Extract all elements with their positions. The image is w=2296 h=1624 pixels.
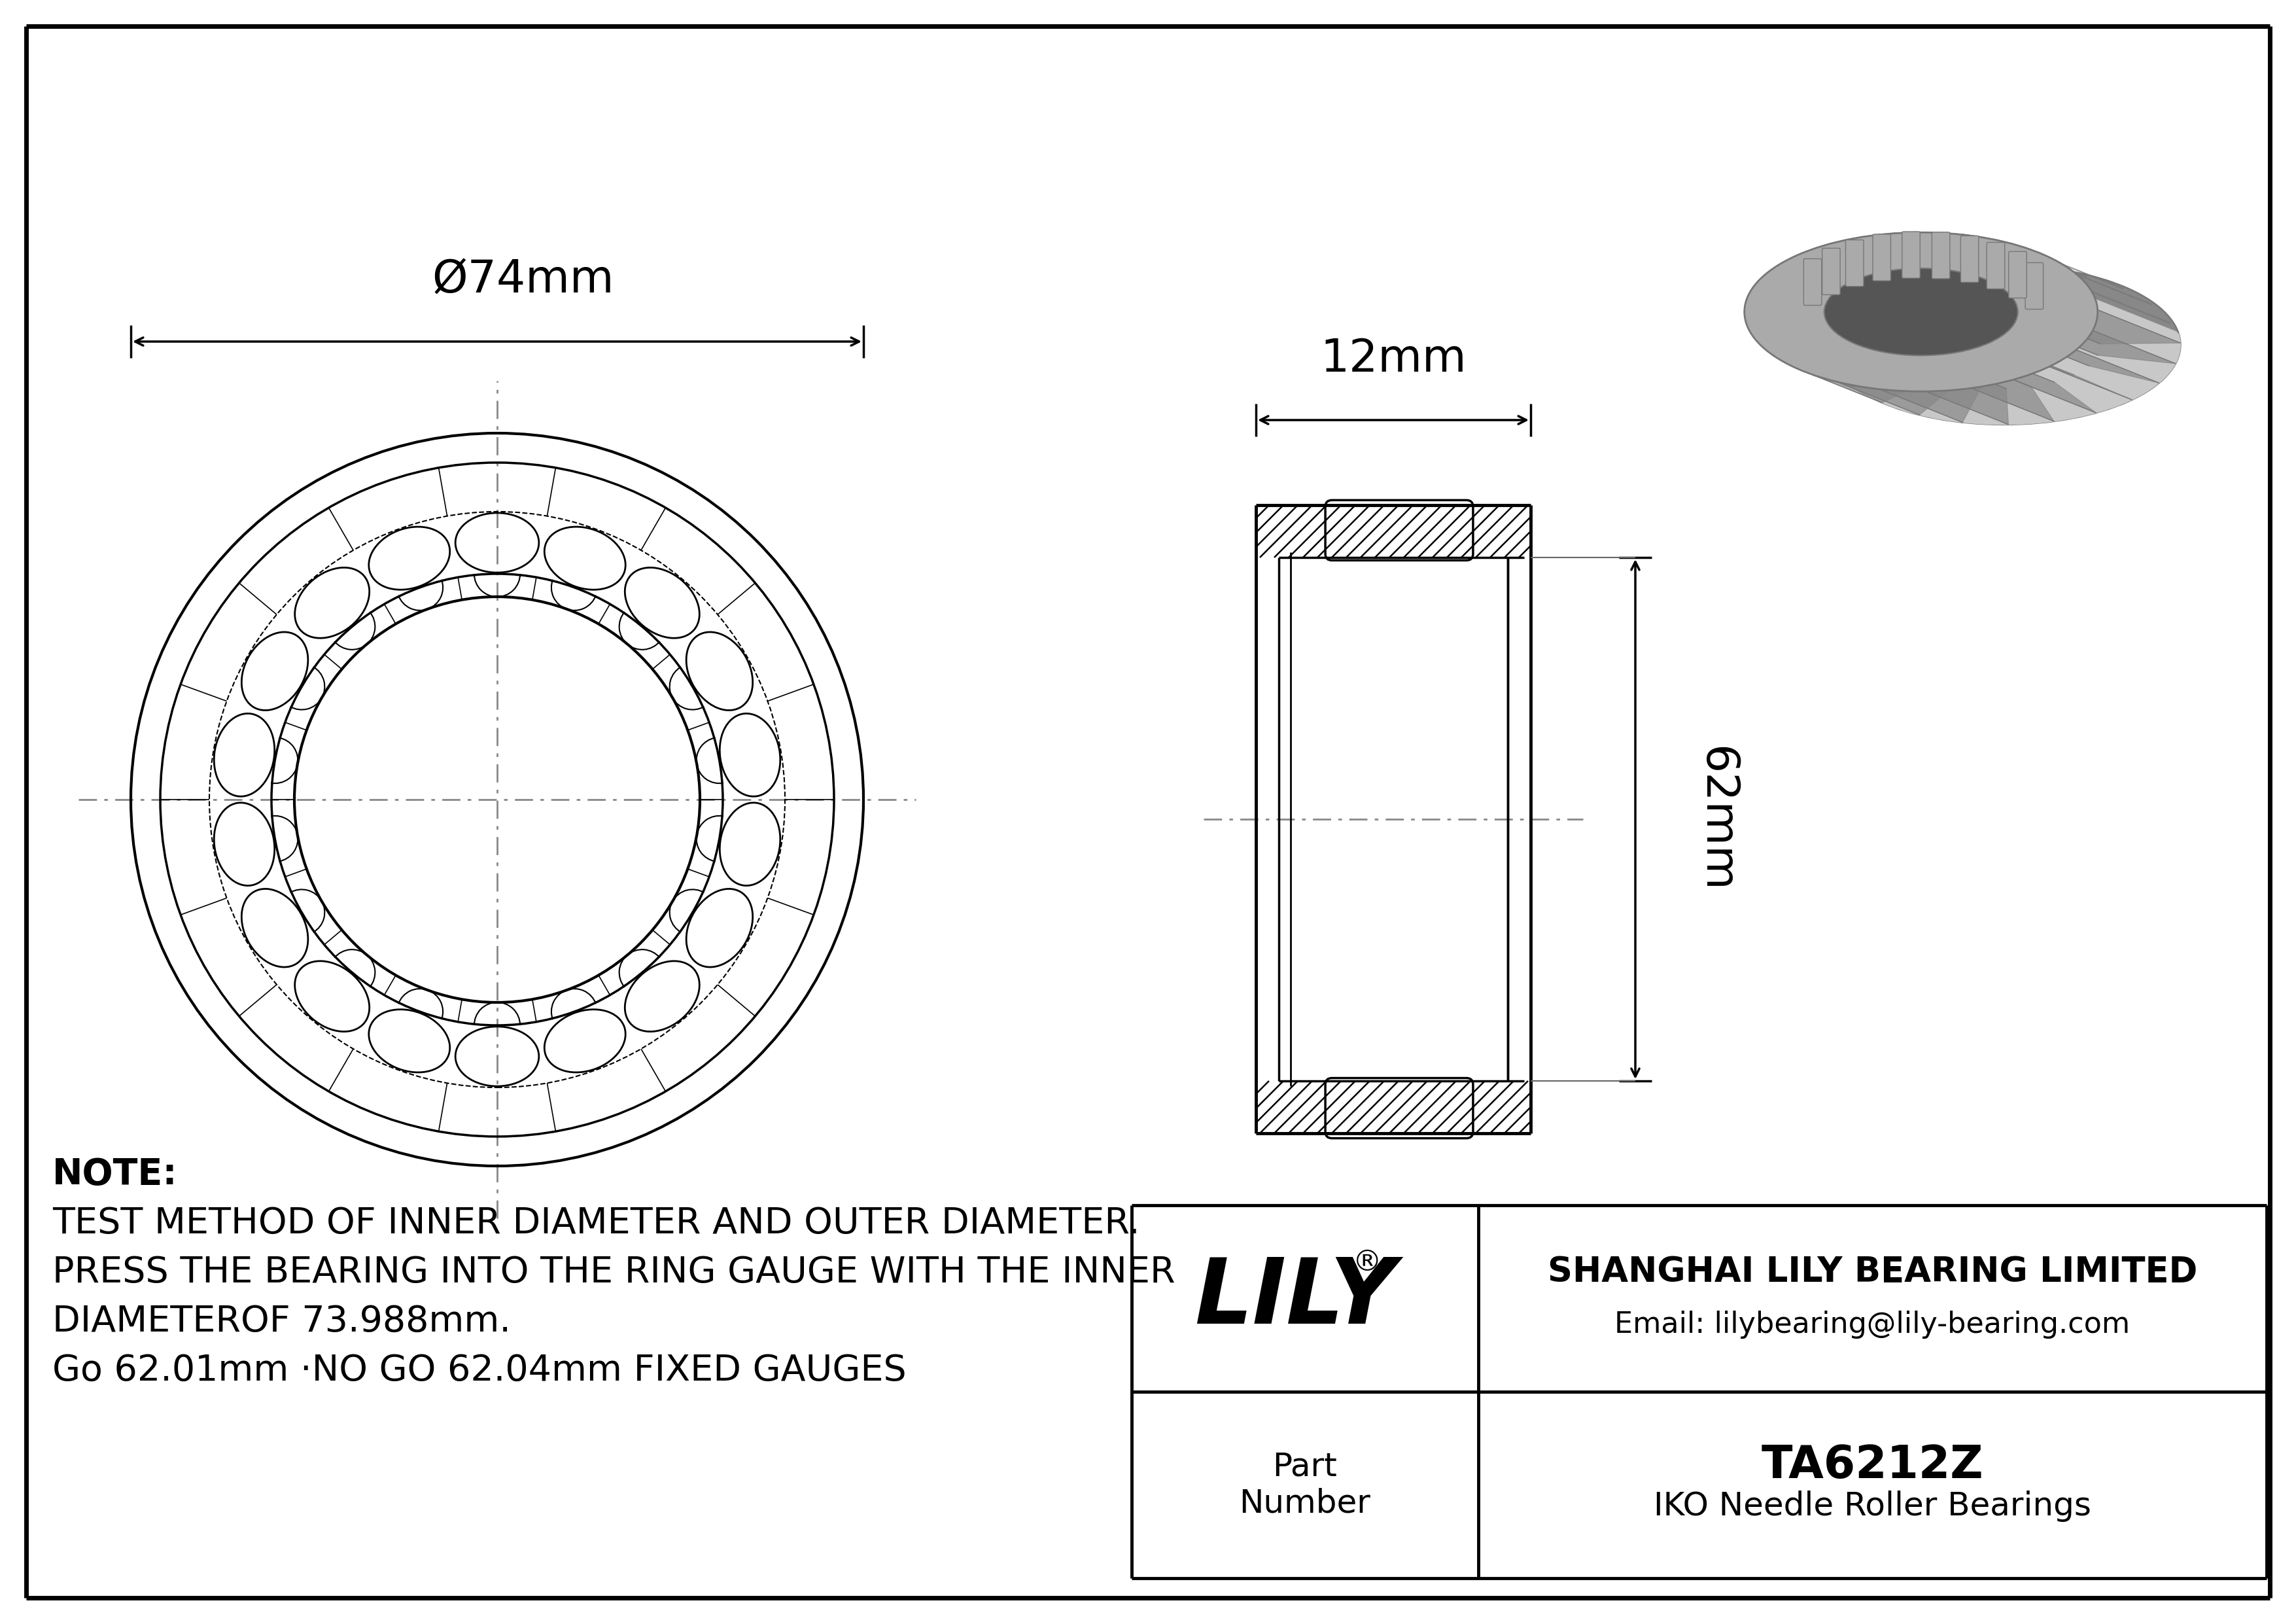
Polygon shape (1991, 343, 2133, 400)
Polygon shape (1747, 299, 2181, 424)
Polygon shape (1752, 325, 1910, 367)
Text: Ø74mm: Ø74mm (432, 258, 615, 302)
Text: 62mm: 62mm (1694, 745, 1738, 893)
Text: PRESS THE BEARING INTO THE RING GAUGE WITH THE INNER: PRESS THE BEARING INTO THE RING GAUGE WI… (53, 1255, 1176, 1291)
Polygon shape (2016, 322, 2177, 364)
Text: TA6212Z: TA6212Z (1761, 1444, 1984, 1488)
Text: NOTE:: NOTE: (53, 1156, 177, 1192)
FancyBboxPatch shape (1874, 234, 1890, 281)
Polygon shape (1949, 354, 2055, 421)
Polygon shape (1924, 356, 2009, 424)
Polygon shape (1770, 335, 1922, 387)
FancyBboxPatch shape (1986, 242, 2004, 289)
Text: Part: Part (1272, 1450, 1336, 1483)
Ellipse shape (1825, 268, 2018, 356)
Text: DIAMETEROF 73.988mm.: DIAMETEROF 73.988mm. (53, 1304, 512, 1340)
Polygon shape (1800, 344, 1938, 403)
FancyBboxPatch shape (1961, 235, 1979, 283)
Polygon shape (2018, 310, 2181, 344)
Text: IKO Needle Roller Bearings: IKO Needle Roller Bearings (1653, 1491, 2092, 1522)
Text: Number: Number (1240, 1488, 1371, 1518)
Text: LILY: LILY (1194, 1254, 1396, 1343)
Text: SHANGHAI LILY BEARING LIMITED: SHANGHAI LILY BEARING LIMITED (1548, 1255, 2197, 1289)
Polygon shape (1880, 354, 1981, 422)
FancyBboxPatch shape (1901, 232, 1919, 278)
FancyBboxPatch shape (1805, 258, 1821, 305)
Text: Email: lilybearing@lily-bearing.com: Email: lilybearing@lily-bearing.com (1614, 1311, 2131, 1338)
Polygon shape (1837, 351, 1958, 414)
FancyBboxPatch shape (1846, 240, 1864, 286)
FancyBboxPatch shape (2009, 252, 2027, 299)
Text: 12mm: 12mm (1320, 336, 1467, 380)
Text: Go 62.01mm ·NO GO 62.04mm FIXED GAUGES: Go 62.01mm ·NO GO 62.04mm FIXED GAUGES (53, 1353, 907, 1389)
FancyBboxPatch shape (1931, 232, 1949, 279)
Polygon shape (2007, 333, 2158, 383)
Ellipse shape (1828, 265, 2181, 424)
Polygon shape (1745, 232, 2179, 357)
Text: TEST METHOD OF INNER DIAMETER AND OUTER DIAMETER.: TEST METHOD OF INNER DIAMETER AND OUTER … (53, 1207, 1139, 1241)
Ellipse shape (1908, 302, 2101, 388)
FancyBboxPatch shape (2025, 263, 2043, 309)
Polygon shape (1972, 349, 2096, 412)
Ellipse shape (1745, 232, 2099, 391)
FancyBboxPatch shape (1823, 248, 1839, 294)
Text: ®: ® (1352, 1249, 1382, 1276)
